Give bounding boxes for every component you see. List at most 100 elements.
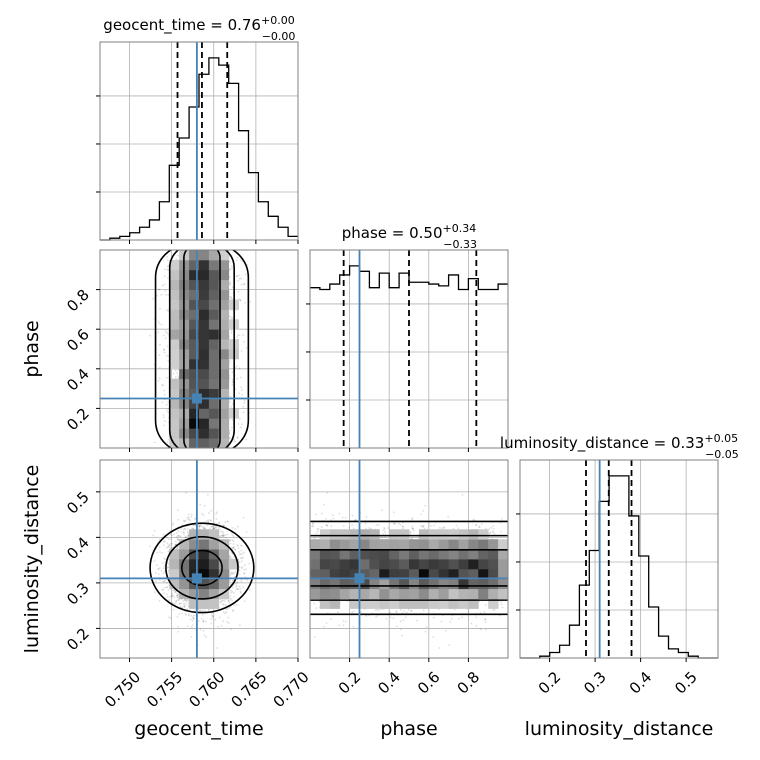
sample-point [231, 371, 234, 374]
sample-point [239, 299, 242, 302]
sample-point [163, 424, 166, 427]
diag-panel-phase: phase = 0.50+0.34−0.33 [306, 222, 509, 452]
sample-point [167, 277, 169, 279]
density-cell [208, 438, 220, 448]
sample-point [153, 441, 156, 444]
sample-point [177, 254, 180, 257]
panel-title-luminosity_distance: luminosity_distance = 0.33+0.05 [500, 432, 738, 453]
sample-point [179, 535, 182, 538]
density-cell [169, 388, 180, 399]
sample-point [165, 331, 168, 334]
density-cell [199, 339, 210, 350]
density-cell [199, 438, 210, 448]
sample-point [158, 288, 161, 291]
density-cell [218, 438, 230, 448]
sample-point [231, 381, 234, 383]
sample-point [166, 309, 168, 311]
sample-point [164, 337, 167, 339]
density-cell [208, 428, 220, 439]
density-cell [208, 250, 220, 261]
sample-point [174, 376, 177, 379]
sample-point [172, 372, 175, 375]
sample-point [164, 420, 166, 423]
sample-point [245, 438, 248, 441]
sample-point [234, 548, 237, 551]
sample-point [157, 288, 160, 291]
sample-point [210, 510, 213, 512]
sample-point [167, 309, 170, 311]
sample-point [243, 283, 246, 285]
sample-point [242, 405, 245, 408]
sample-point [240, 283, 243, 286]
sample-point [233, 438, 236, 441]
sample-point [212, 527, 215, 530]
density-cell [208, 398, 220, 409]
sample-point [167, 310, 170, 313]
density-cell [189, 309, 200, 320]
density-cell [208, 388, 220, 399]
density-cell [169, 269, 180, 281]
sample-point [163, 389, 165, 392]
sample-point [231, 539, 234, 542]
density-cell [199, 269, 210, 281]
sample-point [231, 378, 234, 381]
sample-point [241, 394, 244, 396]
sample-point [231, 419, 234, 422]
sample-point [167, 408, 170, 410]
sample-point [162, 414, 165, 416]
density-cell [169, 398, 180, 409]
density-cell [208, 279, 220, 290]
panel-geocent_time-luminosity_distance [96, 459, 299, 662]
density-cell [199, 408, 210, 419]
sample-point [230, 316, 233, 319]
sample-point [241, 423, 244, 425]
density-cell [199, 418, 210, 429]
sample-point [164, 289, 167, 292]
density-cell [169, 428, 180, 439]
density-cell [189, 279, 200, 290]
density-cell [208, 368, 220, 380]
density-cell [208, 418, 220, 429]
density-cell [218, 269, 230, 281]
sample-point [236, 259, 238, 261]
density-cell [189, 398, 200, 409]
sample-point [162, 416, 165, 419]
sample-point [238, 551, 241, 553]
sample-point [236, 604, 238, 606]
density-cell [189, 368, 200, 380]
sample-point [229, 429, 231, 432]
sample-point [167, 333, 170, 335]
sample-point [238, 274, 240, 276]
diag-panel-geocent_time: geocent_time = 0.76+0.00−0.00 [96, 14, 299, 244]
sample-point [175, 258, 178, 261]
sample-point [228, 437, 231, 440]
sample-point [163, 393, 166, 396]
sample-point [188, 513, 190, 516]
sample-point [165, 293, 168, 296]
sample-point [240, 426, 242, 429]
sample-point [236, 275, 239, 277]
density-cell [199, 299, 210, 310]
density-cell [218, 408, 230, 419]
density-cell [169, 309, 180, 320]
sample-point [166, 256, 169, 258]
density-cell [199, 250, 210, 261]
panel-frame [99, 41, 299, 241]
sample-point [237, 423, 240, 425]
density-cell [169, 289, 180, 300]
density-cell [218, 299, 230, 310]
density-cell [199, 368, 210, 380]
sample-point [228, 295, 231, 298]
sample-point [166, 259, 169, 262]
sample-point [149, 334, 151, 337]
sample-point [157, 380, 160, 382]
sample-point [239, 258, 242, 261]
sample-point [161, 384, 164, 386]
sample-point [166, 265, 169, 268]
sample-point [236, 256, 239, 259]
sample-point [242, 411, 245, 414]
sample-point [245, 347, 248, 349]
density-cell [208, 378, 220, 389]
sample-point [238, 367, 241, 370]
density-cell [218, 349, 230, 360]
